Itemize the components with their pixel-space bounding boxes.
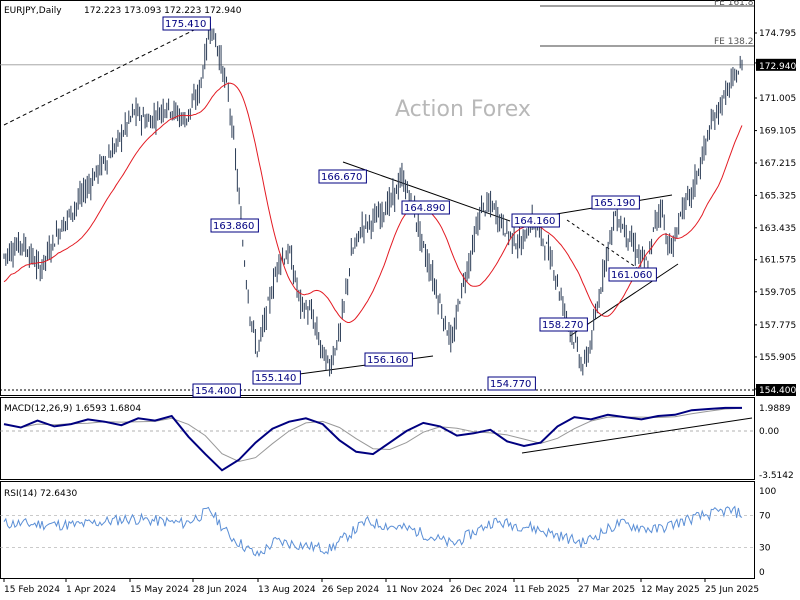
y-axis: 174.795173.050171.005169.105167.215165.3… bbox=[754, 29, 796, 578]
trendline bbox=[569, 263, 679, 337]
annotation-label: 161.060 bbox=[611, 270, 652, 281]
annotation-box bbox=[192, 383, 241, 398]
annotation-box bbox=[252, 370, 301, 385]
annotation-label: 158.270 bbox=[542, 320, 583, 331]
x-tick: 12 May 2025 bbox=[641, 585, 700, 595]
annotation-label: 156.160 bbox=[367, 355, 408, 366]
current-price-tag bbox=[756, 58, 796, 71]
annotation-label: 164.160 bbox=[514, 216, 555, 227]
watermark: Action Forex bbox=[395, 97, 531, 122]
price-tick: 167.215 bbox=[759, 159, 796, 169]
annotation-box bbox=[401, 200, 450, 215]
x-tick: 25 Jun 2025 bbox=[705, 585, 759, 595]
x-tick: 1 Apr 2024 bbox=[66, 585, 116, 595]
price-tick: 163.435 bbox=[759, 224, 796, 234]
rsi-tick: 100 bbox=[759, 487, 776, 497]
annotation-box bbox=[591, 195, 640, 210]
macd-tick: 1.9889 bbox=[759, 404, 791, 414]
horizontal-levels: FE 138.2 FE 161.8 bbox=[0, 0, 754, 391]
annotation-label: 165.190 bbox=[594, 198, 635, 209]
rsi-panel bbox=[0, 481, 755, 579]
annotation-box bbox=[487, 376, 536, 391]
price-annotations: 175.410 163.860 155.140 154.400 166.670 164.8… bbox=[162, 16, 657, 398]
rsi-tick: 70 bbox=[759, 511, 771, 521]
price-tick: 159.705 bbox=[759, 288, 796, 298]
macd-trendline bbox=[521, 417, 753, 454]
x-tick: 28 Jun 2024 bbox=[193, 585, 247, 595]
macd-line bbox=[3, 406, 742, 472]
x-tick: 11 Feb 2025 bbox=[514, 585, 570, 595]
x-tick: 26 Sep 2024 bbox=[322, 585, 379, 595]
fe-161-label: FE 161.8 bbox=[714, 0, 754, 8]
x-tick: 26 Dec 2024 bbox=[450, 585, 508, 595]
annotation-label: 154.770 bbox=[490, 379, 531, 390]
annotation-box bbox=[162, 16, 211, 31]
price-panel bbox=[0, 0, 755, 396]
annotation-box bbox=[539, 317, 588, 332]
rsi-line bbox=[0, 505, 754, 558]
annotation-box bbox=[511, 213, 560, 228]
annotation-label: 166.670 bbox=[321, 172, 362, 183]
rsi-title: RSI(14) 72.6430 bbox=[4, 489, 77, 499]
annotation-label: 175.410 bbox=[165, 19, 206, 30]
annotation-box bbox=[210, 218, 259, 233]
x-tick: 27 Mar 2025 bbox=[578, 585, 635, 595]
rsi-line bbox=[3, 505, 743, 558]
trendline bbox=[342, 161, 511, 222]
trendline bbox=[3, 21, 211, 126]
rsi-tick: 30 bbox=[759, 544, 771, 554]
chart-ohlc: 172.223 173.093 172.223 172.940 bbox=[84, 6, 242, 16]
annotation-label: 154.400 bbox=[195, 386, 236, 397]
annotation-label: 155.140 bbox=[255, 373, 296, 384]
macd-panel bbox=[0, 397, 755, 480]
annotation-box bbox=[364, 352, 413, 367]
price-tick: 155.905 bbox=[759, 353, 796, 363]
trendline bbox=[566, 219, 641, 271]
macd-tick: -3.5142 bbox=[759, 471, 794, 481]
macd-lines bbox=[0, 406, 754, 472]
price-tick: 157.775 bbox=[759, 321, 796, 331]
price-tick: 174.795 bbox=[759, 29, 796, 39]
macd-title: MACD(12,26,9) 1.6593 1.6804 bbox=[4, 404, 141, 414]
current-price-text: 172.940 bbox=[759, 62, 796, 72]
moving-average bbox=[3, 82, 743, 323]
ma-line bbox=[3, 82, 743, 323]
annotation-label: 163.860 bbox=[213, 221, 254, 232]
level-tag-text: 154.400 bbox=[759, 386, 796, 396]
annotation-box bbox=[318, 169, 367, 184]
annotation-box bbox=[608, 267, 657, 282]
x-tick: 13 Aug 2024 bbox=[258, 585, 316, 595]
fe-138-label: FE 138.2 bbox=[714, 37, 754, 47]
macd-tick: 0.00 bbox=[759, 427, 779, 437]
price-candles bbox=[3, 22, 743, 377]
price-tick: 169.105 bbox=[759, 127, 796, 137]
price-tick: 171.005 bbox=[759, 94, 796, 104]
chart-symbol: EURJPY,Daily bbox=[4, 6, 62, 16]
annotation-label: 164.890 bbox=[404, 203, 445, 214]
rsi-tick: 0 bbox=[759, 568, 765, 578]
x-tick: 15 Feb 2024 bbox=[4, 585, 60, 595]
price-tick: 161.575 bbox=[759, 256, 796, 266]
price-tick: 165.325 bbox=[759, 191, 796, 201]
x-tick: 11 Nov 2024 bbox=[386, 585, 444, 595]
x-axis: 15 Feb 2024 1 Apr 2024 15 May 2024 28 Jun 2… bbox=[3, 578, 759, 595]
level-tag bbox=[756, 384, 796, 396]
x-tick: 15 May 2024 bbox=[130, 585, 189, 595]
